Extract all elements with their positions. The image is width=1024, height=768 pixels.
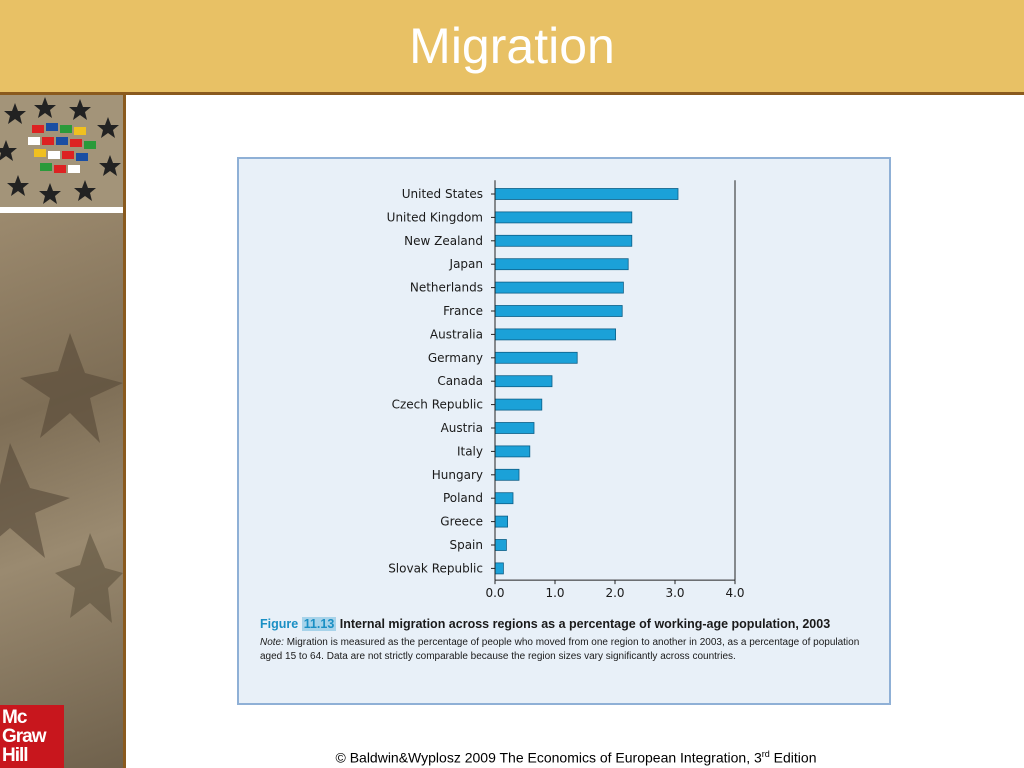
- bar: [494, 398, 543, 411]
- bar: [494, 422, 535, 434]
- footer-citation: © Baldwin&Wyplosz 2009 The Economics of …: [128, 749, 1024, 766]
- category-label: Greece: [440, 515, 483, 529]
- category-label: Italy: [457, 444, 483, 458]
- left-decorative-strip: [0, 95, 126, 768]
- category-label: United Kingdom: [387, 210, 483, 224]
- x-tick-label: 4.0: [725, 586, 744, 600]
- bar: [494, 305, 623, 317]
- caption-title: Internal migration across regions as a p…: [339, 617, 831, 631]
- figure-panel: United States United Kingdom New Zealand Ja…: [237, 157, 891, 705]
- category-label: Poland: [443, 491, 483, 505]
- category-label: New Zealand: [404, 234, 483, 248]
- footer-superscript: rd: [761, 749, 770, 759]
- bar: [494, 539, 507, 551]
- category-label: Slovak Republic: [388, 561, 483, 575]
- caption-note: Note: Migration is measured as the perce…: [260, 636, 870, 664]
- caption-title-line: Figure 11.13 Internal migration across r…: [260, 616, 870, 633]
- title-bar: Migration: [0, 0, 1024, 95]
- x-tick-label: 3.0: [665, 586, 684, 600]
- category-label: Canada: [437, 374, 483, 388]
- bar: [494, 188, 679, 200]
- bar: [494, 515, 509, 528]
- logo-line-3: Hill: [2, 745, 29, 766]
- migration-bar-chart: United States United Kingdom New Zealand Ja…: [387, 180, 745, 600]
- x-tick-label: 0.0: [485, 586, 504, 600]
- sand-starfish-graphic: [0, 333, 123, 623]
- bar: [494, 445, 531, 458]
- bar: [494, 468, 520, 481]
- category-label: Austria: [441, 421, 483, 435]
- bar: [494, 328, 616, 341]
- flags-stars-graphic: [0, 97, 121, 204]
- bar: [494, 351, 578, 364]
- category-label: Spain: [449, 538, 483, 552]
- bar: [494, 281, 624, 294]
- figure-caption: Figure 11.13 Internal migration across r…: [260, 616, 870, 664]
- footer-tail: Edition: [769, 749, 817, 766]
- bar: [494, 211, 633, 224]
- footer-text: © Baldwin&Wyplosz 2009 The Economics of …: [335, 749, 762, 766]
- category-label: Germany: [428, 351, 483, 365]
- bar: [494, 492, 514, 505]
- category-label: United States: [402, 187, 483, 201]
- eu-flags-stars-image: [0, 95, 123, 207]
- caption-note-text: Migration is measured as the percentage …: [260, 637, 860, 662]
- x-tick-label: 2.0: [605, 586, 624, 600]
- logo-line-1: Mc: [2, 707, 27, 728]
- bar: [494, 258, 629, 271]
- x-tick-label: 1.0: [545, 586, 564, 600]
- caption-figure-number: 11.13: [301, 617, 337, 631]
- slide-title: Migration: [409, 18, 615, 74]
- category-label: Netherlands: [410, 281, 483, 295]
- strip-divider: [0, 207, 123, 213]
- caption-note-label: Note:: [260, 637, 284, 648]
- category-label: Japan: [449, 257, 483, 271]
- caption-figure-word: Figure: [260, 617, 299, 631]
- bar: [494, 234, 633, 247]
- logo-line-2: Graw: [2, 726, 47, 747]
- category-label: Australia: [430, 327, 483, 341]
- bar: [494, 375, 553, 388]
- category-label: Hungary: [432, 468, 483, 482]
- category-label: France: [443, 304, 483, 318]
- category-label: Czech Republic: [392, 398, 483, 412]
- sand-stars-image: [0, 213, 123, 768]
- mcgraw-hill-logo: Mc Graw Hill: [0, 705, 64, 768]
- bar: [494, 562, 504, 575]
